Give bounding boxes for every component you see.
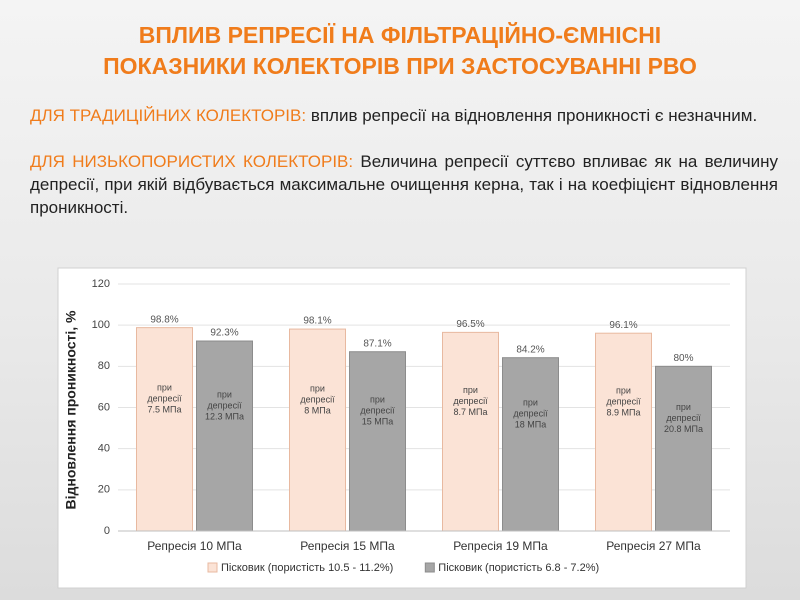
y-tick-label: 120: [92, 278, 110, 290]
bar-annotation: 8.9 МПа: [607, 407, 641, 417]
bar-annotation: 8.7 МПа: [454, 407, 488, 417]
value-label: 87.1%: [363, 338, 391, 349]
legend-label: Пісковик (пористість 6.8 - 7.2%): [438, 562, 599, 574]
bar-annotation: при: [463, 385, 478, 395]
bar: [349, 351, 406, 532]
bar-annotation: депресії: [606, 396, 641, 406]
bar: [196, 340, 253, 532]
x-tick-label: Репресія 27 МПа: [606, 539, 701, 553]
bar-annotation: 12.3 МПа: [205, 411, 244, 421]
y-tick-label: 80: [98, 360, 110, 372]
bar: [289, 328, 346, 532]
bar-annotation: депресії: [147, 394, 182, 404]
title-line: ВПЛИВ РЕПРЕСІЇ НА ФІЛЬТРАЦІЙНО-ЄМНІСНІ: [138, 22, 662, 48]
highlight: ДЛЯ НИЗЬКОПОРИСТИХ КОЛЕКТОРІВ:: [30, 152, 354, 171]
paragraph-text: Величина репресії суттєво впливає як на …: [30, 152, 778, 217]
title-line: ПОКАЗНИКИ КОЛЕКТОРІВ ПРИ ЗАСТОСУВАННІ РВ…: [103, 53, 697, 79]
slide-title: ВПЛИВ РЕПРЕСІЇ НА ФІЛЬТРАЦІЙНО-ЄМНІСНІ П…: [20, 20, 780, 82]
value-label: 96.1%: [609, 320, 637, 331]
y-tick-label: 60: [98, 401, 110, 413]
legend-swatch: [207, 562, 218, 573]
bar-annotation: при: [676, 402, 691, 412]
bar-annotation: 15 МПа: [362, 417, 393, 427]
bar-annotation: при: [523, 398, 538, 408]
y-axis-title: Відновлення проникності, %: [63, 310, 79, 510]
value-label: 80%: [673, 353, 693, 364]
value-label: 84.2%: [516, 344, 544, 355]
y-tick-label: 100: [92, 319, 110, 331]
value-label: 98.8%: [150, 314, 178, 325]
value-label: 92.3%: [210, 328, 238, 339]
bar-annotation: при: [616, 385, 631, 395]
paragraph-text: вплив репресії на відновлення проникност…: [310, 106, 758, 125]
value-label: 96.5%: [456, 319, 484, 330]
paragraph: ДЛЯ ТРАДИЦІЙНИХ КОЛЕКТОРІВ: вплив репрес…: [30, 104, 778, 127]
bar-annotation: 20.8 МПа: [664, 424, 703, 434]
bar: [502, 357, 559, 532]
paragraph: ДЛЯ НИЗЬКОПОРИСТИХ КОЛЕКТОРІВ: Величина …: [30, 150, 778, 219]
y-tick-label: 40: [98, 443, 110, 455]
x-tick-label: Репресія 10 МПа: [147, 539, 242, 553]
bar-annotation: депресії: [453, 396, 488, 406]
legend-swatch: [424, 562, 435, 573]
bar: [655, 365, 712, 532]
bar-annotation: при: [217, 389, 232, 399]
bar: [136, 327, 193, 532]
y-tick-label: 20: [98, 484, 110, 496]
bar-annotation: депресії: [207, 400, 242, 410]
bar-annotation: 7.5 МПа: [148, 405, 182, 415]
x-tick-label: Репресія 19 МПа: [453, 539, 548, 553]
bar-annotation: при: [157, 383, 172, 393]
highlight: ДЛЯ ТРАДИЦІЙНИХ КОЛЕКТОРІВ:: [30, 106, 307, 125]
bar-annotation: 18 МПа: [515, 420, 546, 430]
bar-annotation: депресії: [300, 394, 335, 404]
bar-annotation: депресії: [360, 406, 395, 416]
legend-label: Пісковик (пористість 10.5 - 11.2%): [221, 562, 393, 574]
bar: [442, 331, 499, 532]
y-tick-label: 0: [104, 525, 110, 537]
value-label: 98.1%: [303, 316, 331, 327]
bar: [595, 332, 652, 532]
x-tick-label: Репресія 15 МПа: [300, 539, 395, 553]
bar-annotation: депресії: [666, 413, 701, 423]
text-block: ДЛЯ ТРАДИЦІЙНИХ КОЛЕКТОРІВ: вплив репрес…: [30, 104, 778, 242]
bar-annotation: при: [310, 383, 325, 393]
bar-annotation: депресії: [513, 409, 548, 419]
bar-annotation: при: [370, 395, 385, 405]
bar-annotation: 8 МПа: [304, 405, 330, 415]
